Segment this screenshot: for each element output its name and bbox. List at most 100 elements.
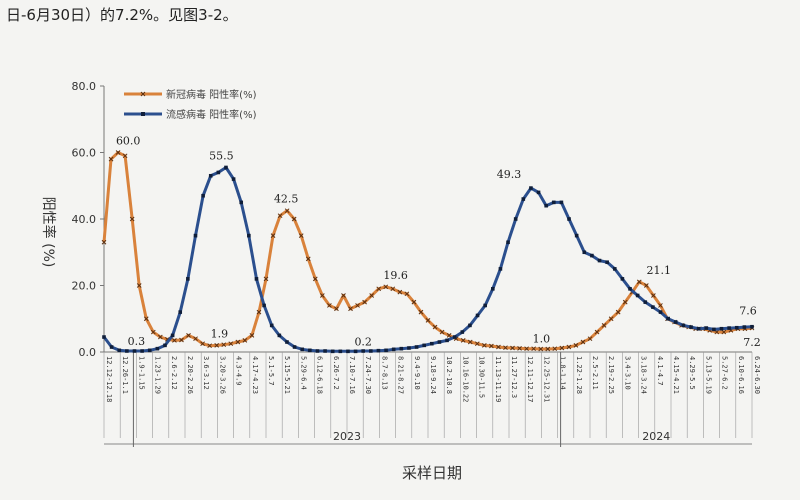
x-tick-label: 5.15-5.21 bbox=[283, 356, 291, 394]
data-point bbox=[341, 293, 346, 298]
y-tick-label: 20.0 bbox=[72, 280, 97, 293]
data-label: 1.0 bbox=[533, 333, 551, 346]
data-label: 0.3 bbox=[128, 335, 146, 348]
data-point bbox=[597, 258, 602, 263]
x-axis-label: 采样日期 bbox=[402, 464, 462, 482]
data-point bbox=[696, 326, 701, 331]
data-label: 7.6 bbox=[739, 305, 757, 318]
y-tick-label: 60.0 bbox=[72, 147, 97, 160]
data-point bbox=[742, 325, 747, 329]
data-point bbox=[587, 336, 593, 342]
x-tick-label: 12.11-12.17 bbox=[526, 356, 534, 402]
data-point bbox=[681, 323, 686, 328]
data-point bbox=[361, 349, 365, 353]
data-point bbox=[397, 289, 403, 295]
legend: 新冠病毒 阳性率(%) 流感病毒 阳性率(%) bbox=[124, 88, 257, 121]
data-point bbox=[551, 200, 556, 205]
data-point bbox=[404, 291, 410, 297]
x-tick-label: 2.20-2.26 bbox=[186, 356, 194, 394]
x-tick-label: 7.24-7.30 bbox=[364, 356, 372, 394]
x-tick-label: 4.17-4.23 bbox=[251, 356, 259, 394]
data-point bbox=[390, 286, 396, 292]
data-point bbox=[291, 216, 297, 222]
data-point bbox=[475, 313, 480, 318]
data-point bbox=[460, 330, 465, 334]
data-point bbox=[115, 150, 121, 155]
data-point bbox=[727, 326, 731, 330]
data-point bbox=[125, 349, 129, 353]
data-point bbox=[172, 338, 177, 343]
x-tick-label: 6.24-6.30 bbox=[753, 356, 761, 394]
x-tick-label: 1.8-1.14 bbox=[559, 356, 567, 390]
data-point bbox=[658, 310, 663, 314]
legend-label: 新冠病毒 阳性率(%) bbox=[166, 88, 257, 101]
data-point bbox=[460, 338, 466, 343]
data-point bbox=[369, 349, 373, 353]
data-point bbox=[300, 347, 305, 352]
data-point bbox=[489, 343, 494, 349]
x-tick-label: 5.27-6.2 bbox=[721, 356, 729, 390]
data-point bbox=[157, 334, 163, 340]
x-tick-label: 4.29-5.5 bbox=[688, 356, 696, 390]
data-point bbox=[292, 345, 297, 349]
data-point bbox=[559, 345, 565, 351]
data-point bbox=[254, 277, 259, 281]
data-point bbox=[620, 277, 625, 281]
x-tick-label: 9.4-9.10 bbox=[413, 356, 421, 390]
x-tick-label: 2.6-2.12 bbox=[170, 356, 178, 390]
data-point bbox=[734, 325, 739, 330]
data-point bbox=[155, 346, 160, 351]
data-point bbox=[719, 326, 724, 331]
data-point bbox=[186, 333, 191, 338]
data-point bbox=[214, 342, 220, 348]
x-tick-label: 1.22-1.28 bbox=[575, 356, 583, 394]
data-point bbox=[216, 170, 221, 175]
data-point bbox=[101, 239, 107, 245]
x-tick-label: 5.29-6.4 bbox=[299, 356, 307, 390]
data-point bbox=[298, 233, 304, 238]
data-point bbox=[132, 349, 137, 353]
y-axis-label: 阳性率 (%) bbox=[40, 197, 57, 268]
x-tick-label: 10.30-11.5 bbox=[478, 356, 486, 398]
data-point bbox=[721, 329, 727, 335]
data-point bbox=[658, 303, 663, 308]
data-point bbox=[430, 341, 434, 346]
data-point bbox=[538, 346, 544, 352]
data-point bbox=[439, 329, 445, 335]
data-point bbox=[256, 309, 262, 315]
data-point bbox=[481, 342, 487, 348]
data-label: 1.9 bbox=[211, 328, 229, 341]
data-point bbox=[529, 186, 533, 190]
data-point bbox=[559, 200, 564, 205]
data-point bbox=[122, 153, 128, 159]
data-point bbox=[513, 217, 518, 221]
data-point bbox=[228, 341, 234, 347]
data-point bbox=[129, 216, 135, 222]
data-point bbox=[517, 345, 522, 351]
data-point bbox=[467, 339, 473, 345]
data-point bbox=[622, 299, 628, 305]
data-point bbox=[498, 267, 503, 271]
series-line bbox=[102, 166, 753, 353]
data-point bbox=[136, 283, 142, 288]
data-point bbox=[353, 349, 358, 354]
header-text: 日-6月30日）的7.2%。见图3-2。 bbox=[6, 6, 238, 24]
data-point bbox=[506, 240, 510, 245]
x-tick-label: 9.18-9.24 bbox=[429, 356, 437, 394]
x-tick-label: 3.18-3.24 bbox=[640, 356, 648, 394]
x-tick-label: 11.13-11.19 bbox=[494, 356, 502, 402]
data-point bbox=[179, 337, 184, 343]
data-point bbox=[117, 348, 122, 353]
data-point bbox=[140, 349, 144, 353]
data-point bbox=[411, 299, 417, 305]
data-point bbox=[750, 324, 754, 329]
data-point bbox=[355, 303, 360, 308]
data-point bbox=[143, 316, 149, 322]
data-point bbox=[207, 343, 213, 349]
data-point bbox=[376, 348, 381, 353]
x-tick-label: 12.26-1.1 bbox=[121, 356, 129, 394]
data-point bbox=[346, 349, 350, 354]
data-point bbox=[590, 253, 594, 258]
year-label: 2023 bbox=[333, 430, 361, 443]
